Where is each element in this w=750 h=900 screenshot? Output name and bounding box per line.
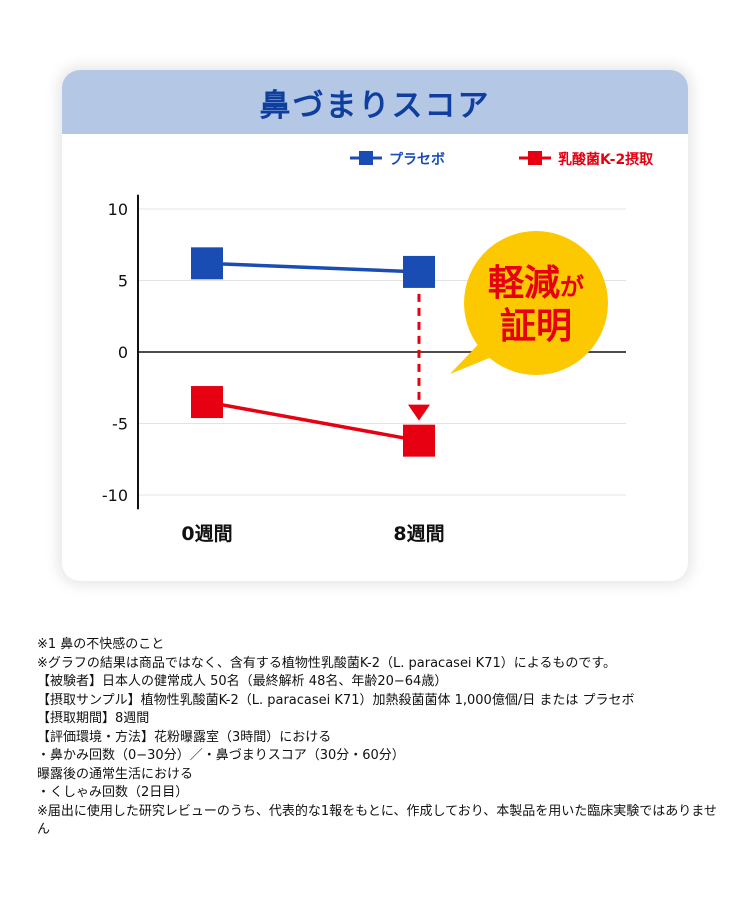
series — [191, 247, 435, 457]
note-1: ※1 鼻の不快感のこと — [37, 637, 165, 652]
legend-placebo-label: プラセボ — [389, 152, 445, 168]
note-5: 【摂取期間】8週間 — [37, 711, 150, 726]
callout-line1: 軽減が — [488, 263, 584, 304]
x-category-label: 8週間 — [393, 523, 444, 545]
y-tick-label: -10 — [102, 486, 128, 505]
y-tick-label: 5 — [118, 272, 128, 291]
note-4: 【摂取サンプル】植物性乳酸菌K-2（L. paracasei K71）加熱殺菌菌… — [37, 692, 635, 708]
data-point — [191, 386, 223, 419]
note-3: 【被験者】日本人の健常成人 50名（最終解析 48名、年齢20−64歳） — [37, 674, 448, 689]
chart-title: 鼻づまりスコア — [259, 87, 491, 124]
note-8: 曝露後の通常生活における — [37, 766, 194, 782]
legend-k2-label: 乳酸菌K-2摂取 — [558, 151, 654, 168]
legend-item-k2: 乳酸菌K-2摂取 — [519, 151, 654, 168]
note-7: ・鼻かみ回数（0−30分）／・鼻づまりスコア（30分・60分） — [37, 748, 405, 763]
y-tick-labels: 10 5 0 -5 -10 — [102, 200, 128, 505]
series-line — [206, 400, 420, 443]
callout-circle — [464, 231, 608, 375]
legend-k2-marker — [528, 151, 542, 165]
y-tick-label: -5 — [112, 415, 128, 434]
y-tick-label: 10 — [108, 200, 128, 219]
legend-placebo-marker — [359, 151, 373, 165]
data-point — [403, 255, 435, 288]
footnotes: ※1 鼻の不快感のこと ※グラフの結果は商品ではなく、含有する植物性乳酸菌K-2… — [37, 636, 727, 840]
callout-line1-big: 軽減 — [488, 263, 560, 304]
note-9: ・くしゃみ回数（2日目） — [37, 785, 189, 800]
line-chart: プラセボ 乳酸菌K-2摂取 10 5 0 -5 -10 0週間 8週間 軽減が 証明 — [102, 151, 654, 545]
arrow-head — [408, 404, 430, 421]
y-tick-label: 0 — [118, 343, 128, 362]
callout-line1-small: が — [560, 273, 584, 301]
legend-item-placebo: プラセボ — [350, 151, 445, 168]
note-6: 【評価環境・方法】花粉曝露室（3時間）における — [37, 729, 332, 745]
note-2: ※グラフの結果は商品ではなく、含有する植物性乳酸菌K-2（L. paracase… — [37, 655, 617, 671]
x-category-labels: 0週間 8週間 — [181, 523, 444, 545]
reduction-arrow — [408, 293, 430, 421]
callout-bubble: 軽減が 証明 — [450, 231, 608, 375]
series-line — [206, 261, 420, 274]
chart-header: 鼻づまりスコア — [62, 70, 688, 134]
chart-card: 鼻づまりスコア プラセボ 乳酸菌K-2摂取 10 5 0 -5 -10 0週間 8週間 — [62, 70, 688, 581]
legend: プラセボ 乳酸菌K-2摂取 — [350, 151, 654, 168]
x-category-label: 0週間 — [181, 523, 232, 545]
note-10: ※届出に使用した研究レビューのうち、代表的な1報をもとに、作成しており、本製品を… — [37, 803, 717, 838]
data-point — [403, 424, 435, 457]
data-point — [191, 247, 223, 280]
callout-line2: 証明 — [500, 306, 572, 347]
